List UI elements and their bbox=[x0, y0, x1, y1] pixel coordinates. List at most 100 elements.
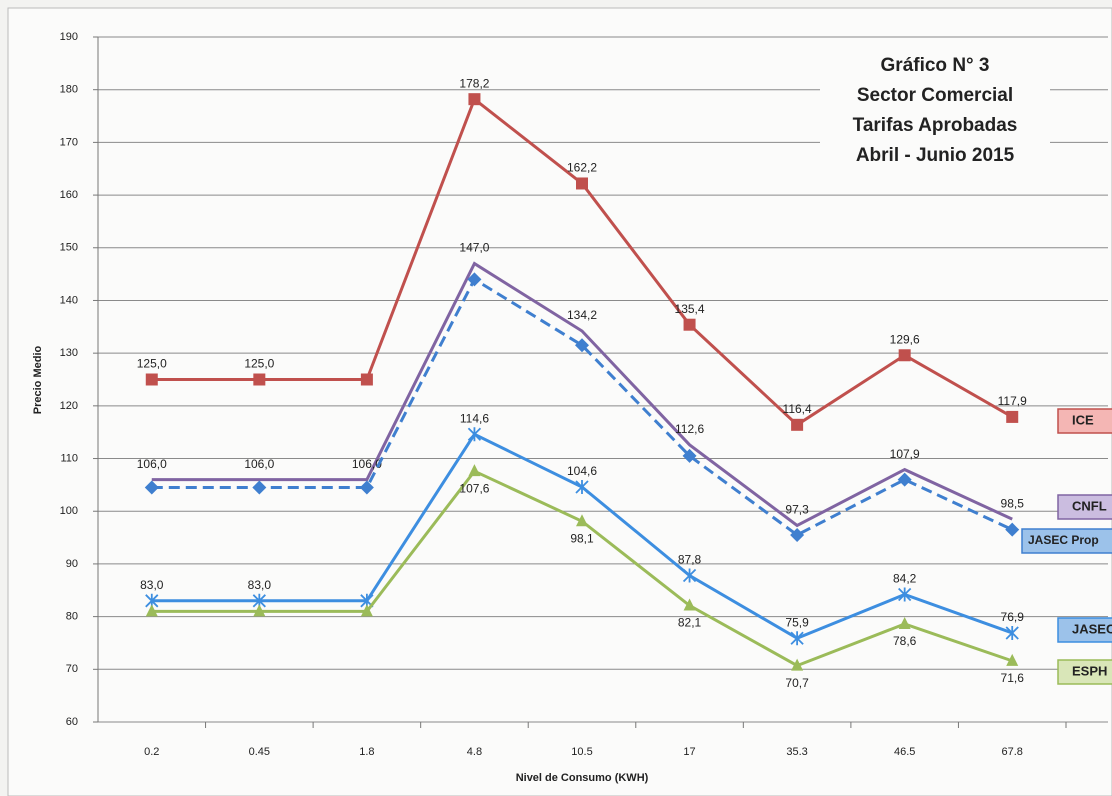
marker bbox=[898, 587, 912, 602]
data-label: 71,6 bbox=[1001, 671, 1025, 685]
marker bbox=[360, 373, 373, 386]
y-tick-label: 160 bbox=[60, 189, 78, 201]
marker bbox=[1005, 522, 1020, 537]
data-label: 107,6 bbox=[459, 481, 489, 495]
legend-box bbox=[1057, 617, 1112, 643]
marker bbox=[898, 349, 911, 362]
data-label: 116,4 bbox=[783, 402, 812, 416]
marker bbox=[145, 604, 158, 617]
y-tick-label: 110 bbox=[60, 452, 78, 464]
chart-title: Tarifas Aprobadas bbox=[853, 115, 1018, 136]
data-label: 98,5 bbox=[1001, 496, 1025, 510]
legend-label: JASEC Prop bbox=[1028, 533, 1099, 547]
marker bbox=[576, 177, 588, 190]
marker bbox=[145, 373, 158, 386]
data-label: 107,9 bbox=[890, 447, 920, 461]
data-label: 135,4 bbox=[675, 302, 705, 316]
marker bbox=[1005, 625, 1019, 640]
x-tick-label: 0.2 bbox=[144, 746, 159, 758]
x-tick-label: 35.3 bbox=[786, 746, 807, 758]
marker bbox=[467, 427, 482, 442]
marker bbox=[253, 604, 266, 617]
data-label: 106,0 bbox=[137, 457, 167, 471]
y-tick-label: 60 bbox=[66, 716, 78, 728]
marker bbox=[575, 338, 589, 353]
y-tick-label: 120 bbox=[60, 400, 78, 412]
y-axis-label: Precio Medio bbox=[32, 345, 44, 414]
chart-title: Sector Comercial bbox=[857, 85, 1013, 106]
marker bbox=[1006, 653, 1019, 666]
data-label: 82,1 bbox=[678, 616, 702, 630]
legend-box bbox=[1057, 659, 1112, 685]
data-label: 178,2 bbox=[459, 76, 489, 90]
marker bbox=[252, 480, 267, 495]
legend-label: ICE bbox=[1072, 412, 1094, 427]
data-label: 87,8 bbox=[678, 553, 702, 567]
data-label: 106,0 bbox=[244, 457, 274, 471]
data-label: 97,3 bbox=[785, 503, 809, 517]
marker bbox=[359, 480, 374, 495]
x-tick-label: 17 bbox=[683, 746, 695, 758]
y-tick-label: 90 bbox=[66, 558, 78, 570]
legend-label: JASEC bbox=[1072, 621, 1112, 636]
legend-box bbox=[1057, 408, 1112, 434]
marker bbox=[791, 418, 804, 431]
data-label: 83,0 bbox=[248, 578, 272, 592]
x-tick-label: 10.5 bbox=[571, 746, 592, 758]
data-label: 114,6 bbox=[460, 411, 489, 425]
legend-box bbox=[1021, 528, 1112, 554]
marker bbox=[1006, 410, 1019, 423]
marker bbox=[144, 480, 159, 495]
data-label: 104,6 bbox=[567, 464, 597, 478]
data-label: 162,2 bbox=[567, 161, 597, 175]
data-label: 125,0 bbox=[244, 357, 274, 371]
legend-label: CNFL bbox=[1072, 498, 1107, 513]
marker bbox=[360, 604, 373, 617]
data-label: 129,6 bbox=[890, 332, 920, 346]
x-tick-label: 67.8 bbox=[1002, 746, 1023, 758]
data-label: 76,9 bbox=[1001, 610, 1025, 624]
y-tick-label: 180 bbox=[60, 84, 78, 96]
y-tick-label: 170 bbox=[60, 136, 78, 148]
data-label: 83,0 bbox=[140, 578, 164, 592]
y-tick-label: 70 bbox=[66, 663, 78, 675]
marker bbox=[682, 448, 697, 463]
chart-title: Gráfico N° 3 bbox=[881, 55, 990, 76]
marker bbox=[898, 616, 911, 629]
data-label: 134,2 bbox=[567, 308, 597, 322]
y-tick-label: 80 bbox=[66, 611, 78, 623]
y-tick-label: 130 bbox=[60, 347, 78, 359]
marker bbox=[468, 464, 481, 477]
legend-box bbox=[1057, 494, 1112, 520]
data-label: 84,2 bbox=[893, 572, 917, 586]
x-axis-label: Nivel de Consumo (KWH) bbox=[516, 772, 649, 784]
marker bbox=[790, 631, 804, 646]
x-tick-label: 46.5 bbox=[894, 746, 915, 758]
data-label: 147,0 bbox=[459, 241, 489, 255]
chart-title: Abril - Junio 2015 bbox=[856, 145, 1015, 166]
data-label: 98,1 bbox=[570, 531, 594, 545]
data-label: 70,7 bbox=[785, 676, 809, 690]
data-label: 106,0 bbox=[352, 457, 382, 471]
data-label: 125,0 bbox=[137, 357, 167, 371]
data-label: 75,9 bbox=[785, 615, 809, 629]
marker bbox=[468, 93, 481, 106]
data-label: 78,6 bbox=[893, 634, 917, 648]
marker bbox=[897, 472, 912, 487]
marker bbox=[791, 658, 804, 671]
marker bbox=[576, 514, 588, 527]
title-box bbox=[820, 48, 1050, 173]
y-tick-label: 140 bbox=[60, 294, 78, 306]
marker bbox=[790, 527, 805, 542]
marker bbox=[683, 598, 696, 611]
marker bbox=[467, 272, 482, 287]
series-line bbox=[151, 277, 1013, 537]
marker bbox=[683, 318, 696, 331]
x-tick-label: 4.8 bbox=[467, 746, 482, 758]
x-tick-label: 0.45 bbox=[249, 746, 270, 758]
marker bbox=[575, 479, 589, 494]
marker bbox=[253, 373, 266, 386]
x-tick-label: 1.8 bbox=[359, 746, 374, 758]
legend-label: ESPH bbox=[1072, 663, 1107, 678]
